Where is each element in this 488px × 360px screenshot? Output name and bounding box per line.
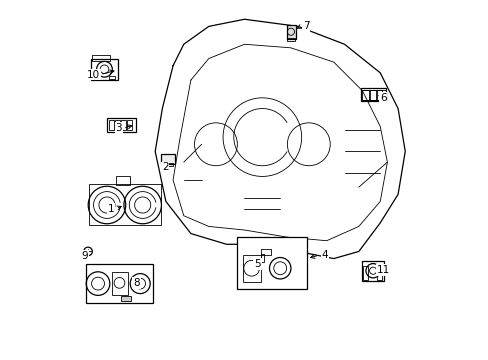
- Bar: [377, 266, 382, 280]
- Text: 5: 5: [254, 259, 260, 269]
- Bar: [287, 38, 294, 41]
- Bar: [242, 255, 260, 282]
- Bar: [115, 120, 120, 130]
- Bar: [363, 266, 367, 280]
- Text: 8: 8: [133, 278, 140, 288]
- Bar: [162, 163, 167, 166]
- Bar: [160, 154, 175, 164]
- Bar: [369, 90, 376, 100]
- Bar: [92, 55, 110, 61]
- Text: 1: 1: [108, 203, 114, 213]
- Bar: [121, 296, 131, 301]
- Bar: [89, 184, 160, 225]
- Bar: [107, 118, 135, 132]
- Bar: [92, 76, 98, 79]
- Text: 3: 3: [115, 123, 122, 133]
- Text: 10: 10: [87, 69, 100, 80]
- Bar: [362, 261, 383, 281]
- Bar: [85, 264, 153, 303]
- Bar: [237, 237, 306, 289]
- Bar: [121, 120, 125, 130]
- Bar: [108, 120, 114, 130]
- Bar: [362, 90, 368, 100]
- Bar: [260, 249, 271, 255]
- Bar: [116, 176, 130, 185]
- Text: 9: 9: [81, 251, 88, 261]
- Text: 7: 7: [302, 21, 308, 31]
- Bar: [286, 24, 295, 39]
- Bar: [360, 88, 386, 102]
- Text: 4: 4: [321, 250, 327, 260]
- Bar: [260, 254, 264, 262]
- Text: 2: 2: [162, 162, 168, 172]
- Bar: [111, 272, 127, 295]
- Bar: [108, 76, 115, 79]
- Bar: [168, 163, 173, 166]
- Text: 11: 11: [376, 265, 389, 275]
- Bar: [91, 59, 118, 80]
- Bar: [127, 120, 132, 130]
- Text: 6: 6: [379, 93, 386, 103]
- Bar: [377, 90, 382, 100]
